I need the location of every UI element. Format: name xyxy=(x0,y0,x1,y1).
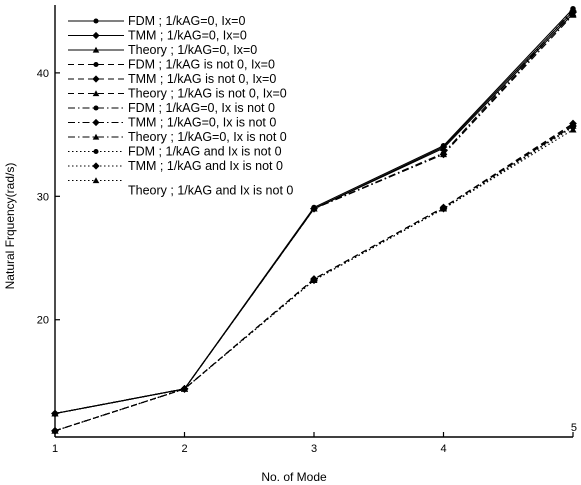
legend-label: FDM ; 1/kAG is not 0, Ix=0 xyxy=(128,58,275,72)
data-point xyxy=(569,11,577,18)
x-axis-title: No. of Mode xyxy=(261,470,327,484)
data-point xyxy=(439,205,448,212)
data-point xyxy=(569,122,577,130)
legend-marker xyxy=(92,75,100,83)
data-point xyxy=(180,385,189,392)
y-tick-label: 40 xyxy=(37,68,49,80)
data-point xyxy=(51,410,59,417)
legend-label: FDM ; 1/kAG=0, Ix=0 xyxy=(128,14,245,28)
legend-label: Theory ; 1/kAG=0, Ix=0 xyxy=(128,43,257,57)
legend-marker xyxy=(93,18,99,24)
x-tick-label: 5 xyxy=(571,422,577,434)
plot-axes: 1 2 3 4 5 20 30 40 xyxy=(37,5,577,455)
y-tick-label: 30 xyxy=(37,191,49,203)
legend-marker xyxy=(92,133,100,140)
legend-label: TMM ; 1/kAG and Ix is not 0 xyxy=(128,159,283,173)
legend-marker xyxy=(92,177,100,184)
x-tick-label: 1 xyxy=(52,443,58,455)
data-point xyxy=(310,276,318,284)
legend-marker xyxy=(93,105,99,111)
legend-label: TMM ; 1/kAG is not 0, Ix=0 xyxy=(128,72,276,86)
legend-label: Theory ; 1/kAG is not 0, Ix=0 xyxy=(128,87,287,101)
data-point xyxy=(310,205,318,212)
data-point xyxy=(569,126,577,133)
y-axis-title: Natural Frquency(rad/s) xyxy=(3,163,17,290)
legend-label: FDM ; 1/kAG=0, Ix is not 0 xyxy=(128,101,275,115)
legend-marker xyxy=(93,61,99,68)
legend-label: TMM ; 1/kAG=0, Ix=0 xyxy=(128,29,247,43)
legend-label: Theory ; 1/kAG and Ix is not 0 xyxy=(128,184,293,198)
y-tick-label: 20 xyxy=(37,315,49,327)
legend-marker xyxy=(92,90,100,97)
legend-label: Theory ; 1/kAG=0, Ix is not 0 xyxy=(128,130,287,144)
legend-marker xyxy=(92,162,100,170)
legend-marker xyxy=(92,46,100,53)
legend-marker xyxy=(92,118,100,127)
x-tick-label: 2 xyxy=(181,443,187,455)
plot-series xyxy=(51,5,577,435)
legend-marker xyxy=(92,31,100,40)
data-point xyxy=(439,150,448,158)
legend-label: TMM ; 1/kAG=0, Ix is not 0 xyxy=(128,116,276,130)
data-point xyxy=(439,144,448,151)
x-tick-label: 4 xyxy=(440,443,446,455)
legend-label: FDM ; 1/kAG and Ix is not 0 xyxy=(128,145,282,159)
data-point xyxy=(51,427,59,434)
x-tick-label: 3 xyxy=(311,443,317,455)
legend-marker xyxy=(93,148,99,155)
